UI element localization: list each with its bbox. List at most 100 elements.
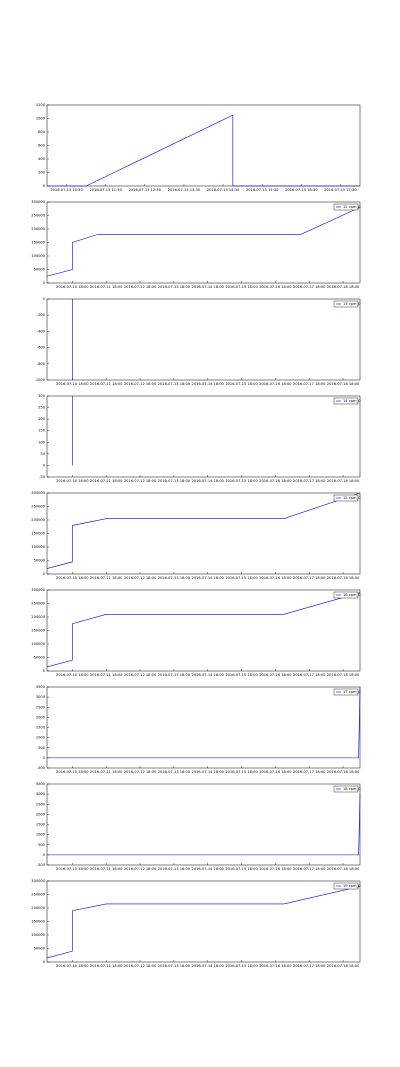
y-tick-label: 50000: [34, 947, 46, 951]
x-tick-label: 2016-07-15 18:00: [225, 673, 258, 677]
y-tick-label: 100000: [31, 933, 45, 937]
legend-label: 16 cpm_0: [343, 593, 361, 597]
x-tick-label: 2016-07-12 18:00: [124, 479, 157, 483]
x-tick-label: 2016-07-12 18:00: [124, 867, 157, 871]
x-tick-label: 2016-07-12 18:00: [124, 964, 157, 968]
x-tick-label: 2016-07-16 18:00: [259, 964, 292, 968]
x-tick-label: 2016-07-12 18:00: [124, 576, 157, 580]
y-tick-label: 200: [38, 171, 46, 175]
x-tick-label: 2016-07-15 18:00: [225, 867, 258, 871]
legend-label: 15 cpm_0: [343, 496, 361, 500]
x-tick-label: 2016-07-15 15:30: [246, 188, 279, 192]
x-tick-label: 2016-07-11 18:00: [90, 770, 123, 774]
x-tick-label: 2016-07-17 18:00: [293, 382, 326, 386]
y-tick-label: -800: [37, 362, 46, 366]
chart-panel: 0 50000 100000 150000 200000 250000 300000 2016…: [31, 588, 361, 677]
y-tick-label: 200000: [31, 906, 45, 910]
y-tick-label: 3000: [36, 792, 46, 796]
y-tick-label: -1000: [35, 378, 46, 382]
x-tick-label: 2016-07-11 18:00: [90, 576, 123, 580]
y-tick-label: 3000: [36, 695, 46, 699]
plot-frame: [46, 395, 361, 478]
legend-label: 17 cpm_0: [343, 690, 361, 694]
y-tick-label: 300000: [31, 879, 45, 883]
y-tick-label: 50000: [34, 268, 46, 272]
plot-frame: [46, 298, 361, 381]
x-tick-label: 2016-07-15 16:30: [285, 188, 318, 192]
y-tick-label: -50: [39, 475, 46, 479]
x-tick-label: 2016-07-14 18:00: [192, 285, 225, 289]
y-tick-label: 250000: [31, 893, 45, 897]
x-tick-label: 2016-07-15 18:00: [225, 576, 258, 580]
x-tick-label: 2016-07-13 18:00: [158, 964, 191, 968]
y-tick-label: 300000: [31, 491, 45, 495]
legend-label: 19 cpm_0: [343, 884, 361, 888]
y-tick-label: 2000: [36, 715, 46, 719]
legend-box: [333, 688, 359, 696]
x-tick-label: 2016-07-12 18:00: [124, 382, 157, 386]
x-tick-label: 2016-07-14 18:00: [192, 673, 225, 677]
x-tick-label: 2016-07-17 18:00: [293, 479, 326, 483]
y-tick-label: 1000: [36, 117, 46, 121]
x-tick-label: 2016-07-16 18:00: [259, 673, 292, 677]
x-tick-label: 2016-07-14 18:00: [192, 770, 225, 774]
y-tick-label: 250000: [31, 505, 45, 509]
plot-frame: [46, 104, 361, 187]
y-tick-label: 100000: [31, 642, 45, 646]
y-tick-label: 0: [43, 463, 46, 467]
x-tick-label: 2016-07-17 18:00: [293, 673, 326, 677]
x-tick-label: 2016-07-16 18:00: [259, 867, 292, 871]
y-tick-label: 150000: [31, 920, 45, 924]
x-tick-label: 2016-07-13 18:00: [158, 673, 191, 677]
x-tick-label: 2016-07-11 18:00: [90, 964, 123, 968]
y-tick-label: 3500: [36, 782, 46, 786]
legend-label: 13 cpm_0: [343, 302, 361, 306]
y-tick-label: 400: [38, 157, 46, 161]
x-tick-label: 2016-07-17 18:00: [293, 964, 326, 968]
y-tick-label: 200: [38, 417, 46, 421]
x-tick-label: 2016-07-17 18:00: [293, 576, 326, 580]
data-line: [46, 207, 361, 277]
x-tick-label: 2016-07-15 11:30: [89, 188, 122, 192]
data-line: [47, 114, 360, 187]
y-tick-label: 1200: [36, 103, 46, 107]
plot-frame: [46, 201, 361, 284]
x-tick-label: 2016-07-15 18:00: [225, 382, 258, 386]
x-tick-label: 2016-07-14 18:00: [192, 479, 225, 483]
x-tick-label: 2016-07-12 18:00: [124, 770, 157, 774]
y-tick-label: 300000: [31, 588, 45, 592]
x-tick-label: 2016-07-10 18:00: [56, 673, 89, 677]
x-tick-label: 2016-07-17 18:00: [293, 867, 326, 871]
x-tick-label: 2016-07-18 18:00: [327, 964, 360, 968]
x-tick-label: 2016-07-18 18:00: [327, 479, 360, 483]
plot-frame: [46, 783, 361, 866]
x-tick-label: 2016-07-10 18:00: [56, 964, 89, 968]
x-tick-label: 2016-07-11 18:00: [90, 673, 123, 677]
x-tick-label: 2016-07-15 12:30: [129, 188, 162, 192]
x-tick-label: 2016-07-18 18:00: [327, 770, 360, 774]
x-tick-label: 2016-07-15 18:00: [225, 964, 258, 968]
y-tick-label: 100000: [31, 545, 45, 549]
y-tick-label: -400: [37, 329, 46, 333]
chart-panel: -500 0 500 1000 1500 2000 2500 3000 3500 2016-07-…: [36, 685, 361, 774]
legend-label: 14 cpm_0: [343, 399, 361, 403]
data-line: [47, 686, 361, 759]
y-tick-label: 300: [38, 394, 46, 398]
x-tick-label: 2016-07-10 18:00: [56, 479, 89, 483]
x-tick-label: 2016-07-15 10:30: [50, 188, 83, 192]
x-tick-label: 2016-07-15 18:00: [225, 770, 258, 774]
x-tick-label: 2016-07-11 18:00: [90, 479, 123, 483]
y-tick-label: 0: [43, 184, 46, 188]
x-tick-label: 2016-07-14 18:00: [192, 867, 225, 871]
plot-frame: [46, 589, 361, 672]
x-tick-label: 2016-07-13 18:00: [158, 382, 191, 386]
y-tick-label: 200000: [31, 227, 45, 231]
y-tick-label: 250000: [31, 602, 45, 606]
x-tick-label: 2016-07-18 18:00: [327, 285, 360, 289]
y-tick-label: 3500: [36, 685, 46, 689]
chart-panel: 0 200 400 600 800 1000 1200 2016-07-15 10:30 201…: [36, 103, 361, 192]
y-tick-label: 500: [38, 746, 46, 750]
chart-panel: -500 0 500 1000 1500 2000 2500 3000 3500 2016-07-…: [36, 782, 361, 871]
